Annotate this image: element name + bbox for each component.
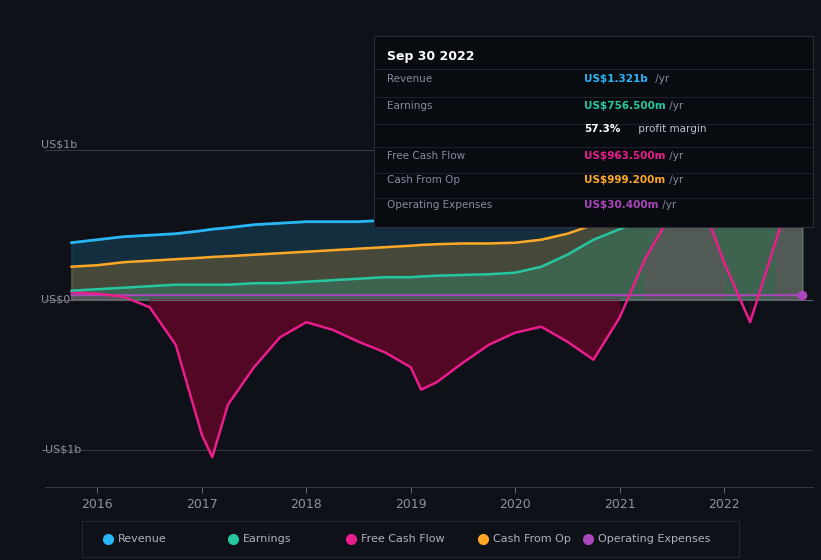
Text: US$30.400m: US$30.400m — [585, 200, 659, 210]
Text: Free Cash Flow: Free Cash Flow — [361, 534, 445, 544]
Text: profit margin: profit margin — [635, 124, 706, 134]
Text: US$0: US$0 — [41, 295, 71, 305]
Text: /yr: /yr — [667, 175, 684, 185]
Point — [796, 146, 809, 155]
Text: US$1.321b: US$1.321b — [585, 74, 648, 85]
Text: Cash From Op: Cash From Op — [387, 175, 460, 185]
Point — [796, 97, 809, 106]
Text: Earnings: Earnings — [243, 534, 291, 544]
Point — [796, 151, 809, 160]
Text: /yr: /yr — [652, 74, 669, 85]
Text: /yr: /yr — [667, 101, 684, 111]
Text: Cash From Op: Cash From Op — [493, 534, 571, 544]
Text: /yr: /yr — [659, 200, 677, 210]
Text: Revenue: Revenue — [387, 74, 432, 85]
Text: Operating Expenses: Operating Expenses — [598, 534, 710, 544]
Text: Operating Expenses: Operating Expenses — [387, 200, 492, 210]
Text: US$963.500m: US$963.500m — [585, 151, 666, 161]
Point — [796, 182, 809, 191]
Text: Sep 30 2022: Sep 30 2022 — [387, 50, 475, 63]
Text: US$1b: US$1b — [41, 139, 77, 150]
Text: Free Cash Flow: Free Cash Flow — [387, 151, 465, 161]
Text: Earnings: Earnings — [387, 101, 432, 111]
Point — [796, 291, 809, 300]
Text: Revenue: Revenue — [118, 534, 167, 544]
Text: 57.3%: 57.3% — [585, 124, 621, 134]
Text: /yr: /yr — [667, 151, 684, 161]
Text: US$756.500m: US$756.500m — [585, 101, 666, 111]
Text: -US$1b: -US$1b — [41, 445, 81, 455]
Text: US$999.200m: US$999.200m — [585, 175, 666, 185]
